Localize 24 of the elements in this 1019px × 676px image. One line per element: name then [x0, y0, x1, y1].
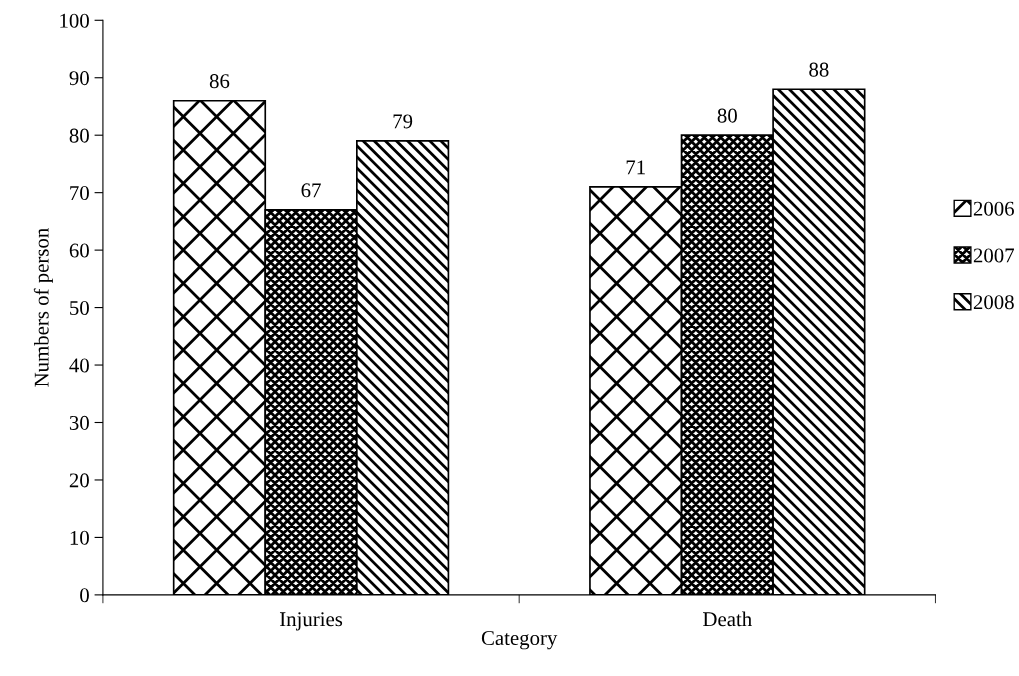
data-label: 80: [717, 108, 737, 123]
data-label: 88: [809, 62, 829, 77]
y-tick-label: 60: [69, 243, 89, 258]
y-tick-label: 70: [70, 186, 89, 201]
y-tick-label: 50: [70, 300, 89, 316]
x-tick-label: Death: [703, 611, 752, 627]
y-tick-label: 80: [69, 128, 89, 143]
legend-label: 2007: [973, 248, 1015, 263]
y-tick-label: 20: [69, 473, 89, 488]
y-axis-title: Numbers of person: [33, 228, 53, 387]
legend-label: 2006: [973, 201, 1014, 216]
legend-label: 2008: [973, 295, 1014, 310]
data-label: 86: [209, 74, 230, 89]
x-axis-title: Category: [481, 631, 558, 650]
data-label: 79: [393, 114, 413, 129]
y-tick-label: 0: [80, 588, 89, 603]
y-tick-label: 40: [69, 358, 89, 373]
y-tick-label: 10: [70, 530, 89, 545]
y-tick-label: 100: [60, 13, 89, 28]
data-label: 67: [301, 183, 321, 198]
x-tick-label: Injuries: [279, 612, 343, 631]
data-label: 71: [626, 160, 645, 175]
y-tick-label: 30: [69, 415, 89, 430]
y-tick-label: 90: [69, 71, 89, 86]
